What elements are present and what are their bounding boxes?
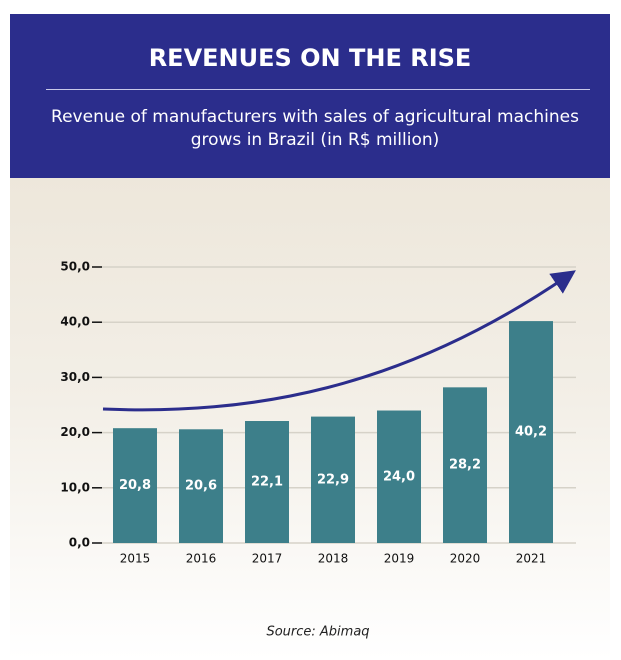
- value-label: 22,1: [251, 475, 283, 490]
- bar: [509, 321, 553, 543]
- value-label: 40,2: [515, 425, 547, 440]
- value-label: 22,9: [317, 472, 349, 487]
- y-tick-label: 10,0: [60, 480, 90, 494]
- value-label: 20,8: [119, 478, 151, 493]
- y-tick-label: 50,0: [60, 260, 90, 274]
- header: REVENUES ON THE RISE Revenue of manufact…: [10, 14, 610, 178]
- value-label: 28,2: [449, 458, 481, 473]
- source: Source: Abimaq: [266, 625, 369, 640]
- x-tick-label: 2020: [450, 552, 481, 566]
- bar: [179, 429, 223, 543]
- x-tick-label: 2017: [252, 552, 283, 566]
- x-tick-label: 2021: [516, 552, 547, 566]
- y-tick-label: 20,0: [60, 425, 90, 439]
- x-tick-label: 2015: [120, 552, 151, 566]
- x-tick-label: 2019: [384, 552, 415, 566]
- value-label: 24,0: [383, 469, 415, 484]
- divider: [46, 89, 590, 90]
- bar: [311, 416, 355, 543]
- bar: [443, 387, 487, 543]
- value-label: 20,6: [185, 479, 217, 494]
- x-tick-label: 2018: [318, 552, 349, 566]
- x-tick-label: 2016: [186, 552, 217, 566]
- bar: [113, 428, 157, 543]
- bar: [377, 410, 421, 543]
- y-tick-label: 30,0: [60, 370, 90, 384]
- trend-arrow: [102, 270, 576, 412]
- bar: [245, 421, 289, 543]
- y-tick-label: 40,0: [60, 315, 90, 329]
- y-tick-label: 0,0: [69, 536, 90, 550]
- chart-title: REVENUES ON THE RISE: [148, 44, 472, 72]
- chart-subtitle: Revenue of manufacturers with sales of a…: [51, 107, 579, 150]
